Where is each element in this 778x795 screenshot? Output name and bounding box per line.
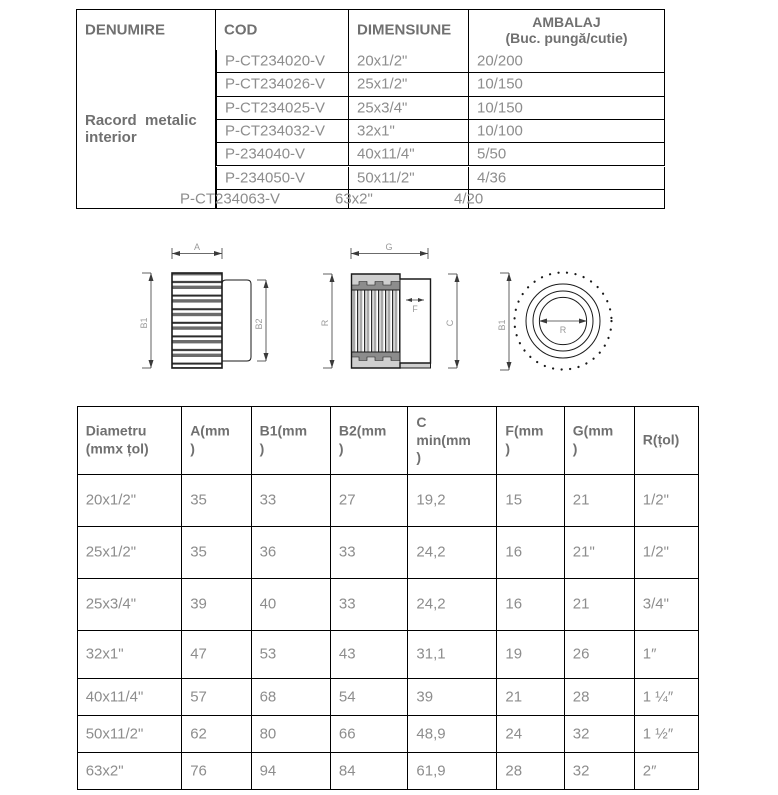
svg-text:F: F <box>412 304 418 314</box>
svg-text:R: R <box>560 325 567 335</box>
svg-text:G: G <box>385 242 392 252</box>
svg-text:R: R <box>320 319 330 326</box>
svg-text:C: C <box>445 319 455 326</box>
svg-text:A: A <box>194 242 200 252</box>
svg-text:B1: B1 <box>139 317 149 328</box>
svg-text:B1: B1 <box>497 319 507 330</box>
svg-text:B2: B2 <box>254 318 264 329</box>
